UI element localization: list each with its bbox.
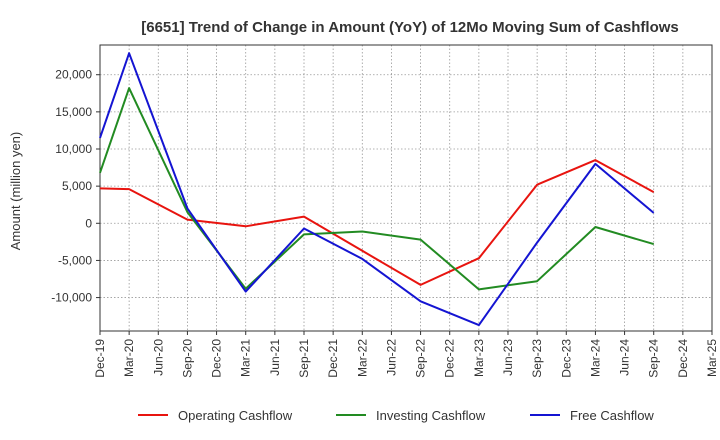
legend-label: Investing Cashflow xyxy=(376,408,486,423)
x-tick-label: Jun-21 xyxy=(268,339,282,376)
series-line-operating-cashflow xyxy=(99,159,655,286)
y-tick-label: 15,000 xyxy=(55,105,92,119)
x-tick-label: Jun-22 xyxy=(384,339,398,376)
y-tick-label: -5,000 xyxy=(58,253,92,267)
y-axis-ticks: -10,000 -5,000 0 5,000 10,000 15,000 20,000 xyxy=(51,68,100,305)
y-tick-label: 0 xyxy=(85,216,92,230)
y-tick-label: 20,000 xyxy=(55,68,92,82)
x-tick-label: Jun-20 xyxy=(151,339,165,376)
legend-label: Free Cashflow xyxy=(570,408,654,423)
x-tick-label: Dec-21 xyxy=(326,339,340,378)
x-tick-label: Sep-21 xyxy=(297,339,311,378)
x-tick-label: Dec-24 xyxy=(676,339,690,378)
x-tick-label: Dec-23 xyxy=(559,339,573,378)
y-tick-label: 5,000 xyxy=(62,179,92,193)
x-tick-label: Jun-24 xyxy=(618,339,632,376)
x-tick-label: Sep-20 xyxy=(180,339,194,378)
x-tick-label: Mar-20 xyxy=(122,339,136,377)
legend-label: Operating Cashflow xyxy=(178,408,293,423)
y-axis-label: Amount (million yen) xyxy=(8,132,23,251)
x-tick-label: Sep-24 xyxy=(647,339,661,378)
chart-title: [6651] Trend of Change in Amount (YoY) o… xyxy=(141,19,679,36)
series-lines xyxy=(99,52,655,327)
x-tick-label: Sep-23 xyxy=(530,339,544,378)
y-tick-label: 10,000 xyxy=(55,142,92,156)
x-tick-label: Mar-23 xyxy=(472,339,486,377)
x-tick-label: Mar-21 xyxy=(239,339,253,377)
x-tick-label: Mar-24 xyxy=(588,339,602,377)
legend: Operating Cashflow Investing Cashflow Free… xyxy=(138,408,654,423)
grid-lines xyxy=(100,45,712,331)
x-tick-label: Dec-22 xyxy=(443,339,457,378)
x-tick-label: Mar-22 xyxy=(355,339,369,377)
y-tick-label: -10,000 xyxy=(51,291,92,305)
plot-area-frame xyxy=(99,44,713,332)
x-tick-label: Dec-19 xyxy=(93,339,107,378)
series-line-investing-cashflow xyxy=(99,87,654,291)
x-tick-label: Sep-22 xyxy=(414,339,428,378)
x-tick-label: Mar-25 xyxy=(705,339,719,377)
x-tick-label: Dec-20 xyxy=(210,339,224,378)
x-tick-label: Jun-23 xyxy=(501,339,515,376)
x-axis-ticks: Dec-19 Mar-20 Jun-20 Sep-20 Dec-20 Mar-21 Jun-… xyxy=(93,331,719,378)
series-line-free-cashflow xyxy=(99,52,655,327)
